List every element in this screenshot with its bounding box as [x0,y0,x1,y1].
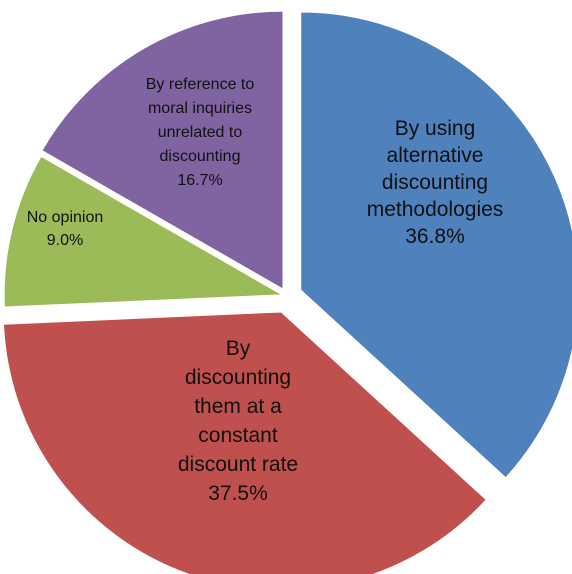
category-label-line: unrelated to [158,124,243,141]
category-label-line: constant [198,424,278,447]
category-label-line: methodologies [367,198,504,221]
slice-constant-discount-rate [2,311,487,574]
category-label-line: discount rate [178,453,298,476]
category-label-line: discounting [382,171,488,194]
slice-moral-inquiries [41,10,284,290]
slice-no-opinion-label: No opinion 9.0% [27,209,104,249]
percent-label: 16.7% [177,172,222,189]
percent-label: 36.8% [405,225,465,248]
pie-slices [2,10,572,574]
category-label-line: them at a [194,395,282,418]
percent-label: 9.0% [47,232,83,249]
slice-no-opinion [3,155,284,308]
slice-moral-inquiries-label: By reference to moral inquiries unrelated … [146,76,255,189]
pie-labels: By using alternative discounting methodolog… [27,76,504,505]
category-label-line: discounting [160,148,241,165]
category-label-line: By using [395,117,476,140]
slice-constant-discount-rate-label: By discounting them at a constant discount r… [178,337,298,505]
percent-label: 37.5% [208,482,268,505]
category-label-line: By reference to [146,76,255,93]
slice-alternative-methodologies [300,11,572,479]
category-label-line: No opinion [27,209,104,226]
slice-alternative-methodologies-label: By using alternative discounting methodolog… [367,117,504,248]
category-label-line: moral inquiries [148,100,252,117]
category-label-line: By [226,337,251,360]
category-label-line: discounting [185,366,291,389]
category-label-line: alternative [387,144,484,167]
